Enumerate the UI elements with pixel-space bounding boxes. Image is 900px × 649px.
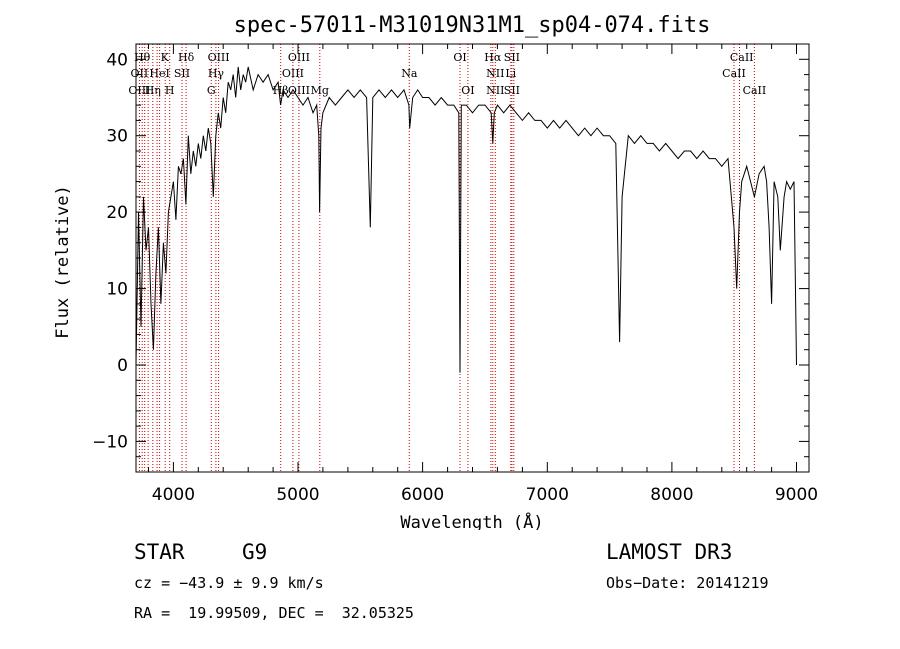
y-tick-label-10: 10	[106, 280, 128, 300]
marker-label-0-8: CaII	[730, 51, 754, 64]
y-axis-ticks: −10 0 10 20 30 40	[92, 43, 809, 458]
x-tick-label-8000: 8000	[650, 485, 693, 505]
chart-title: spec-57011-M31019N31M1_sp04-074.fits	[234, 13, 711, 38]
x-tick-label-5000: 5000	[276, 485, 319, 505]
marker-label-1-4: OIII	[282, 67, 304, 80]
marker-label-1-0: OII	[131, 67, 149, 80]
survey-name: LAMOST DR3	[606, 540, 733, 564]
marker-label-1-3: Hγ	[208, 67, 225, 80]
coordinates: RA = 19.99509, DEC = 32.05325	[134, 604, 414, 622]
x-tick-label-4000: 4000	[152, 485, 195, 505]
marker-label-1-6: NII	[486, 67, 504, 80]
redshift-cz: cz = −43.9 ± 9.9 km/s	[134, 574, 324, 592]
marker-label-0-7: SII	[504, 51, 520, 64]
marker-label-0-4: OIII	[288, 51, 310, 64]
x-tick-label-9000: 9000	[775, 485, 818, 505]
marker-label-2-7: OI	[461, 84, 474, 97]
marker-label-2-5: OIII	[288, 84, 310, 97]
x-axis-ticks: 4000 5000 6000 7000 8000 9000	[148, 44, 818, 505]
marker-label-0-2: Hδ	[178, 51, 195, 64]
y-tick-label--10: −10	[92, 432, 128, 452]
marker-label-1-1: HeI	[149, 67, 169, 80]
x-tick-label-7000: 7000	[526, 485, 569, 505]
object-class: STAR	[134, 540, 185, 564]
x-tick-label-6000: 6000	[401, 485, 444, 505]
x-axis-label: Wavelength (Å)	[400, 511, 543, 530]
marker-label-0-0: Hθ	[134, 51, 151, 64]
marker-label-2-10: CaII	[743, 84, 767, 97]
marker-label-1-7: Li	[505, 67, 516, 80]
y-tick-label-20: 20	[106, 203, 128, 223]
marker-label-2-0: OIII	[128, 84, 150, 97]
marker-label-1-8: CaII	[722, 67, 746, 80]
obs-date: Obs−Date: 20141219	[606, 574, 769, 592]
marker-label-0-6: Hα	[484, 51, 502, 64]
marker-label-0-3: OIII	[208, 51, 230, 64]
spectrum-chart: spec-57011-M31019N31M1_sp04-074.fits Hθ K…	[53, 13, 818, 530]
plot-frame	[135, 43, 810, 473]
y-tick-label-40: 40	[106, 50, 128, 70]
marker-label-2-8: NII	[486, 84, 504, 97]
marker-label-0-1: K	[161, 51, 170, 64]
y-tick-label-0: 0	[117, 356, 128, 376]
marker-label-0-5: OI	[453, 51, 466, 64]
object-subclass: G9	[242, 540, 268, 564]
marker-label-2-1: Hη	[145, 84, 161, 97]
y-tick-label-30: 30	[106, 127, 128, 147]
marker-label-2-9: SII	[504, 84, 520, 97]
marker-label-2-4: Hβ	[273, 84, 289, 97]
spectrum-line	[135, 66, 797, 373]
y-axis-label: Flux (relative)	[53, 185, 73, 339]
marker-label-1-5: Na	[401, 67, 418, 80]
marker-label-2-6: Mg	[311, 84, 329, 97]
line-markers	[138, 44, 755, 472]
marker-label-2-2: H	[165, 84, 175, 97]
marker-label-1-2: SII	[174, 67, 190, 80]
marker-label-2-3: G	[207, 84, 216, 97]
